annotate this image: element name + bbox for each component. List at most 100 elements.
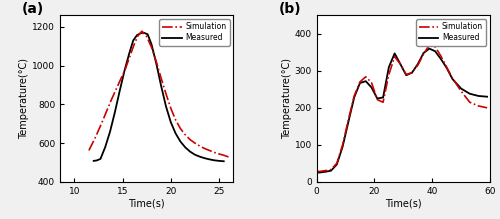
Measured [182, 146, 188, 149]
Simulation [398, 63, 404, 65]
Measured [415, 63, 421, 65]
Simulation [187, 138, 193, 141]
Measured [420, 52, 426, 54]
Measured [196, 155, 202, 158]
Measured [168, 121, 174, 124]
Measured [141, 32, 147, 34]
Simulation [192, 142, 198, 144]
Simulation [144, 35, 150, 38]
Simulation [420, 53, 426, 55]
Simulation [196, 145, 202, 147]
Measured [328, 169, 334, 172]
Measured [144, 33, 150, 36]
Simulation [86, 149, 92, 152]
Measured [476, 95, 482, 97]
Measured [130, 39, 136, 42]
Line: Simulation: Simulation [316, 45, 487, 171]
Simulation [221, 154, 227, 157]
Measured [392, 52, 398, 55]
Measured [158, 85, 164, 87]
Simulation [211, 151, 217, 154]
Simulation [103, 111, 109, 113]
Simulation [476, 105, 482, 107]
Simulation [374, 98, 380, 101]
Simulation [118, 78, 124, 81]
Measured [438, 58, 444, 60]
Measured [380, 96, 386, 99]
Simulation [178, 127, 184, 130]
Simulation [484, 106, 490, 109]
Measured [386, 66, 392, 68]
Simulation [392, 55, 398, 58]
Simulation [403, 73, 409, 76]
Simulation [163, 92, 169, 95]
Measured [172, 132, 178, 135]
Simulation [322, 169, 328, 172]
Measured [90, 160, 96, 162]
Simulation [467, 101, 473, 104]
Simulation [316, 170, 322, 173]
Simulation [154, 60, 160, 63]
Measured [368, 86, 374, 89]
Measured [374, 97, 380, 100]
Measured [216, 160, 222, 162]
Legend: Simulation, Measured: Simulation, Measured [416, 19, 486, 46]
Line: Measured: Measured [316, 49, 487, 173]
Simulation [328, 168, 334, 171]
Measured [148, 43, 154, 46]
Simulation [92, 136, 98, 138]
Measured [187, 150, 193, 153]
Measured [432, 50, 438, 53]
Measured [314, 171, 320, 174]
Measured [211, 159, 217, 162]
Measured [178, 140, 184, 143]
Simulation [432, 46, 438, 48]
Simulation [206, 149, 212, 152]
Simulation [357, 81, 363, 83]
Legend: Simulation, Measured: Simulation, Measured [160, 19, 230, 46]
Measured [450, 78, 456, 80]
Simulation [386, 73, 392, 76]
Simulation [113, 88, 119, 91]
Text: (b): (b) [278, 2, 301, 16]
Simulation [362, 75, 368, 78]
Measured [346, 120, 352, 123]
Measured [409, 71, 415, 74]
Simulation [131, 43, 137, 46]
Measured [484, 95, 490, 98]
Simulation [415, 64, 421, 67]
Simulation [202, 147, 207, 150]
Measured [202, 157, 207, 159]
Measured [426, 47, 432, 50]
Measured [334, 163, 340, 166]
Measured [163, 105, 169, 108]
Simulation [409, 71, 415, 74]
Simulation [438, 55, 444, 57]
Measured [398, 63, 404, 65]
Simulation [182, 133, 188, 136]
Simulation [351, 95, 357, 97]
Simulation [168, 107, 174, 110]
Simulation [172, 118, 178, 121]
Measured [322, 170, 328, 173]
Measured [107, 130, 113, 133]
Simulation [340, 143, 345, 146]
Measured [362, 80, 368, 83]
Measured [102, 146, 108, 148]
Simulation [314, 170, 320, 173]
Measured [134, 34, 140, 36]
Simulation [216, 153, 222, 155]
Simulation [135, 34, 141, 37]
X-axis label: Time(s): Time(s) [128, 198, 165, 208]
Simulation [458, 90, 464, 92]
Text: (a): (a) [22, 2, 44, 16]
Measured [403, 74, 409, 77]
Line: Measured: Measured [94, 33, 224, 161]
Measured [112, 111, 118, 113]
Measured [340, 145, 345, 148]
Measured [351, 96, 357, 99]
Simulation [450, 77, 456, 79]
Simulation [128, 54, 134, 56]
Simulation [122, 67, 128, 70]
Simulation [98, 122, 104, 125]
